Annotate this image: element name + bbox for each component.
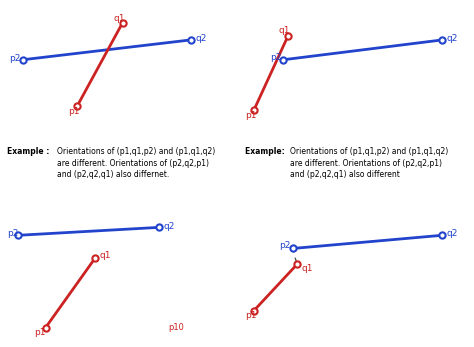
Text: p10: p10 — [168, 323, 184, 332]
Text: p2: p2 — [9, 54, 21, 63]
Text: q1: q1 — [113, 14, 125, 23]
Text: p2: p2 — [7, 229, 18, 238]
Text: Orientations of (p1,q1,p2) and (p1,q1,q2)
are different. Orientations of (p2,q2,: Orientations of (p1,q1,p2) and (p1,q1,q2… — [290, 147, 448, 179]
Text: p2: p2 — [270, 53, 281, 62]
Text: Example:: Example: — [245, 147, 287, 156]
Text: p1: p1 — [68, 107, 80, 116]
Text: p2: p2 — [279, 242, 290, 250]
Text: q1: q1 — [301, 264, 313, 273]
Text: p1: p1 — [245, 311, 256, 320]
Text: q2: q2 — [447, 34, 458, 43]
Text: Orientations of (p1,q1,p2) and (p1,q1,q2)
are different. Orientations of (p2,q2,: Orientations of (p1,q1,p2) and (p1,q1,q2… — [57, 147, 215, 179]
Text: Example :: Example : — [7, 147, 52, 156]
Text: p1: p1 — [34, 329, 46, 338]
Text: q1: q1 — [279, 26, 291, 35]
Text: q2: q2 — [447, 229, 458, 238]
Text: p1: p1 — [245, 111, 256, 120]
Text: q2: q2 — [164, 221, 175, 230]
Text: q1: q1 — [100, 251, 111, 260]
Text: q2: q2 — [195, 34, 207, 43]
